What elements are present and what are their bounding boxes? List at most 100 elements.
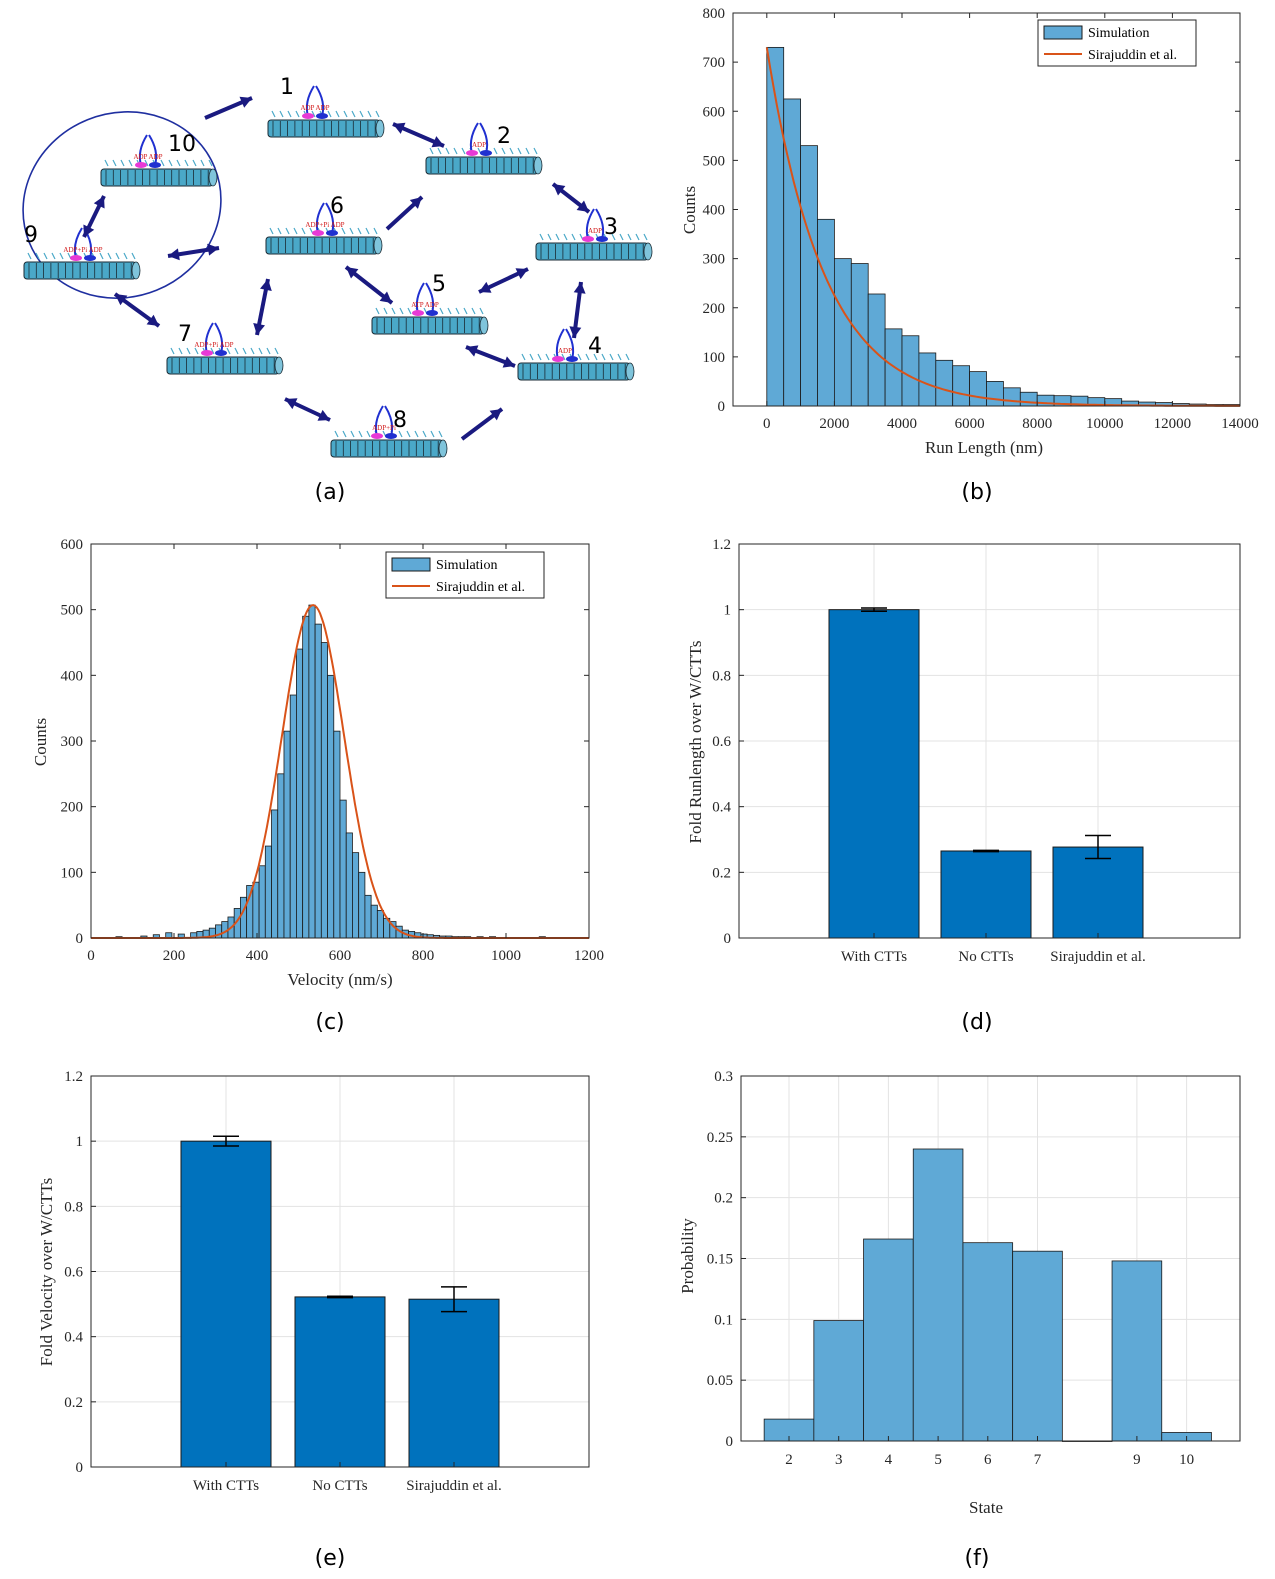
- state-probability-histogram: 0 0.05 0.1 0.15 0.2 0.25 0.3 2 3 4 5 6 7 9 10: [707, 1069, 1241, 1468]
- run-length-bar: [969, 371, 987, 407]
- panel-b-legend-label-fit: Sirajuddin et al.: [1088, 48, 1177, 63]
- velocity-bar: [258, 865, 266, 939]
- panel-f-caption: (f): [965, 1546, 990, 1571]
- panel-f-xtick-label: 10: [1179, 1452, 1194, 1468]
- velocity-bar: [283, 730, 291, 939]
- protofilament-tail: [391, 307, 396, 315]
- arrow-head: [253, 323, 265, 335]
- state-number-9: 9: [24, 223, 38, 248]
- transition-arrow: [113, 292, 161, 328]
- panel-c-legend-swatch-simulation: [391, 557, 431, 572]
- protofilament-tail: [365, 227, 370, 235]
- protofilament-tail: [176, 159, 181, 167]
- panel-c-ytick-label: 0: [76, 931, 84, 947]
- transition-arrow: [465, 345, 516, 368]
- velocity-bar: [339, 799, 347, 939]
- panel-c-xtick-label: 0: [87, 948, 95, 964]
- panel-c-ytick-label: 300: [61, 734, 84, 750]
- protofilament-tail: [585, 353, 590, 361]
- protofilament-tail: [563, 233, 568, 241]
- protofilament-tail: [447, 307, 452, 315]
- arrow-head: [576, 200, 589, 212]
- panel-c-ytick-label: 200: [61, 800, 84, 816]
- velocity-bar: [327, 674, 335, 939]
- run-length-bar: [935, 359, 954, 407]
- protofilament-tail: [625, 353, 630, 361]
- panel-d-ytick-label: 0.6: [712, 734, 731, 750]
- protofilament-tail: [357, 227, 362, 235]
- microtubule-state-3: ADP: [535, 208, 653, 261]
- motor-head-blue: [215, 350, 227, 356]
- panel-a-caption: (a): [315, 480, 346, 505]
- panel-b-legend-swatch-simulation: [1043, 25, 1083, 40]
- panel-e-ytick-label: 0.2: [64, 1395, 83, 1411]
- panel-b-xtick-label: 14000: [1221, 416, 1259, 432]
- protofilament-tail: [429, 147, 434, 155]
- arrow-head: [239, 96, 252, 108]
- protofilament-tail: [301, 227, 306, 235]
- panel-d-category-label: No CTTs: [958, 949, 1013, 965]
- panel-d-ytick-label: 0.4: [712, 800, 731, 816]
- transition-arrow: [167, 243, 220, 261]
- protofilament-tail: [539, 233, 544, 241]
- motor-head-pink: [412, 310, 424, 316]
- velocity-bar: [277, 773, 285, 939]
- state-number-10: 10: [168, 132, 196, 157]
- motor-head-pink: [70, 255, 82, 261]
- panel-c-xlabel: Velocity (nm/s): [287, 970, 392, 989]
- panel-e-ytick-label: 0.8: [64, 1199, 83, 1215]
- panel-f-xtick-label: 9: [1133, 1452, 1141, 1468]
- panel-b-xtick-label: 10000: [1086, 416, 1124, 432]
- panel-c-ylabel: Counts: [31, 718, 50, 766]
- protofilament-tail: [547, 233, 552, 241]
- panel-d-bar: [940, 850, 1032, 939]
- arrow-head: [489, 409, 502, 421]
- panel-c: 0 100 200 300 400 500 600 0 200 400 600 800 1000 1200…: [31, 537, 604, 1035]
- protofilament-tail: [399, 307, 404, 315]
- motor-head-blue: [426, 310, 438, 316]
- protofilament-tail: [398, 430, 403, 438]
- panel-e-ytick-label: 1.2: [64, 1069, 83, 1085]
- panel-e-category-label: Sirajuddin et al.: [406, 1478, 501, 1494]
- protofilament-tail: [375, 110, 380, 118]
- panel-d-category-label: Sirajuddin et al.: [1050, 949, 1145, 965]
- fold-velocity-bar-chart: With CTTs No CTTs Sirajuddin et al. 0 0.2 0.4…: [64, 1069, 590, 1494]
- microtubule-state-8: ADP+Pi: [330, 405, 448, 458]
- motor-head-pink: [201, 350, 213, 356]
- fold-runlength-bar-chart: With CTTs No CTTs Sirajuddin et al. 0 0.2 0.4…: [712, 537, 1241, 965]
- panel-d-caption: (d): [961, 1010, 992, 1035]
- arrow-head: [146, 314, 159, 326]
- protofilament-tail: [438, 430, 443, 438]
- motor-ligand-label: ADP: [588, 227, 602, 235]
- panel-f: 0 0.05 0.1 0.15 0.2 0.25 0.3 2 3 4 5 6 7 9 10 State Pr…: [678, 1069, 1241, 1571]
- panel-e-category-label: With CTTs: [193, 1478, 259, 1494]
- protofilament-tail: [358, 430, 363, 438]
- protofilament-tail: [593, 353, 598, 361]
- protofilament-tail: [266, 347, 271, 355]
- protofilament-tail: [463, 307, 468, 315]
- motor-head-blue: [149, 162, 161, 168]
- motor-head-pink: [582, 236, 594, 242]
- protofilament-tail: [445, 147, 450, 155]
- panel-f-xtick-label: 5: [934, 1452, 942, 1468]
- protofilament-tail: [208, 159, 213, 167]
- protofilament-tail: [350, 430, 355, 438]
- panel-c-xtick-label: 1000: [491, 948, 521, 964]
- panel-b-ytick-label: 200: [703, 301, 726, 317]
- protofilament-tail: [422, 430, 427, 438]
- arrow-head: [115, 294, 128, 306]
- protofilament-tail: [617, 353, 622, 361]
- protofilament-tail: [43, 252, 48, 260]
- velocity-bar: [308, 604, 316, 939]
- microtubule-end: [625, 362, 635, 381]
- state-number-7: 7: [178, 322, 192, 347]
- arrow-head: [379, 291, 392, 303]
- panel-b-ytick-label: 0: [718, 399, 726, 415]
- panel-f-ytick-label: 0.15: [707, 1252, 733, 1268]
- motor-ligand-label: ADP+Pi: [372, 424, 396, 432]
- protofilament-tail: [343, 110, 348, 118]
- panel-b-caption: (b): [961, 480, 992, 505]
- protofilament-tail: [35, 252, 40, 260]
- panel-f-xtick-label: 4: [885, 1452, 893, 1468]
- state-number-6: 6: [330, 194, 344, 219]
